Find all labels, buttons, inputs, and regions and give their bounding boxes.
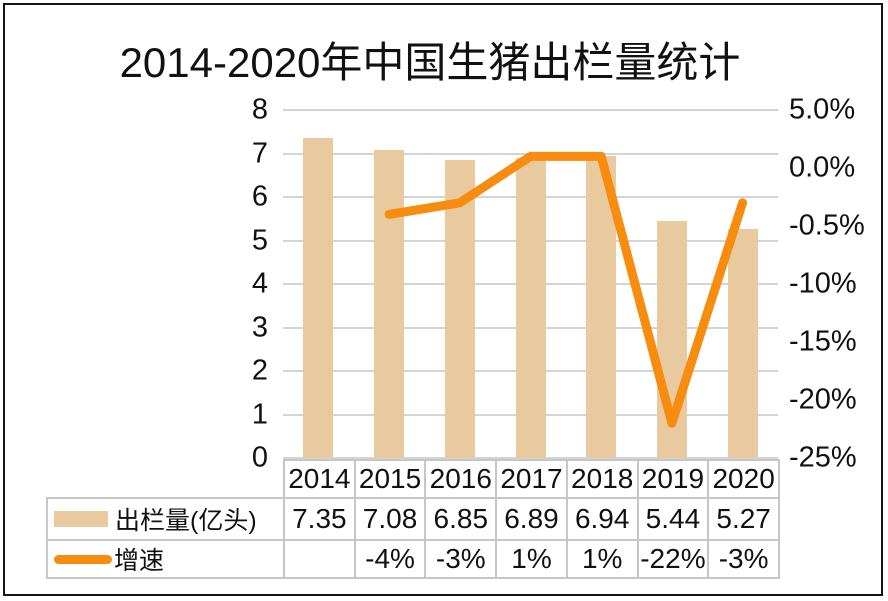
legend-cell-growth: 增速 (46, 539, 285, 579)
line-legend-swatch (54, 554, 112, 564)
growth-line (384, 151, 748, 428)
left-axis-label: 5 (251, 224, 268, 256)
bar-2020 (727, 228, 758, 458)
value-cell: 7.35 (283, 497, 356, 541)
left-axis-label: 0 (251, 441, 268, 474)
value-cell: -3% (424, 539, 498, 579)
right-axis-label: -0.5% (789, 209, 865, 242)
growth-line-layer (384, 151, 748, 428)
value-cell: 6.85 (424, 497, 498, 541)
right-axis-label: 0.0% (789, 151, 856, 184)
bar-2016 (444, 160, 475, 458)
year-cell-2017: 2017 (495, 459, 568, 499)
year-cell-2015: 2015 (353, 459, 427, 499)
value-cell: 6.94 (565, 497, 639, 541)
value-cell: 5.27 (707, 497, 780, 541)
value-cell: -22% (636, 539, 710, 579)
legend-cell-volume: 出栏量(亿头) (46, 497, 285, 541)
right-axis-label: 5.0% (789, 93, 856, 126)
left-axis-label: 6 (251, 180, 268, 213)
bar-legend-swatch (54, 511, 108, 527)
right-axis-label: -20% (789, 383, 857, 416)
bar-2015 (374, 150, 405, 458)
right-axis-label: -10% (789, 267, 857, 300)
year-cell-2020: 2020 (707, 459, 780, 499)
value-cell: 5.44 (636, 497, 710, 541)
value-cell: -3% (707, 539, 780, 579)
left-axis-label: 4 (251, 267, 268, 300)
value-cell: 1% (565, 539, 639, 579)
legend-label: 增速 (114, 547, 165, 575)
right-axis-label: -15% (789, 325, 857, 358)
legend-label: 出栏量(亿头) (115, 507, 257, 535)
right-axis-label: -25% (789, 441, 857, 474)
value-cell (283, 539, 356, 579)
year-cell-2014: 2014 (283, 459, 356, 499)
value-cell: -4% (353, 539, 427, 579)
year-cell-2018: 2018 (565, 459, 639, 499)
year-cell-2019: 2019 (636, 459, 710, 499)
value-cell: 7.08 (353, 497, 427, 541)
left-axis-label: 1 (251, 398, 268, 430)
bar-2017 (515, 158, 546, 458)
value-cell: 1% (495, 539, 568, 579)
left-axis-label: 7 (251, 137, 268, 169)
left-axis-label: 8 (251, 93, 268, 126)
bar-2014 (303, 138, 334, 458)
gridline (283, 457, 778, 459)
year-cell-2016: 2016 (424, 459, 498, 499)
gridline (283, 109, 778, 111)
chart-title: 2014-2020年中国生猪出栏量统计 (119, 38, 741, 86)
left-axis-label: 3 (251, 311, 268, 343)
left-axis-label: 2 (251, 354, 268, 387)
value-cell: 6.89 (495, 497, 568, 541)
